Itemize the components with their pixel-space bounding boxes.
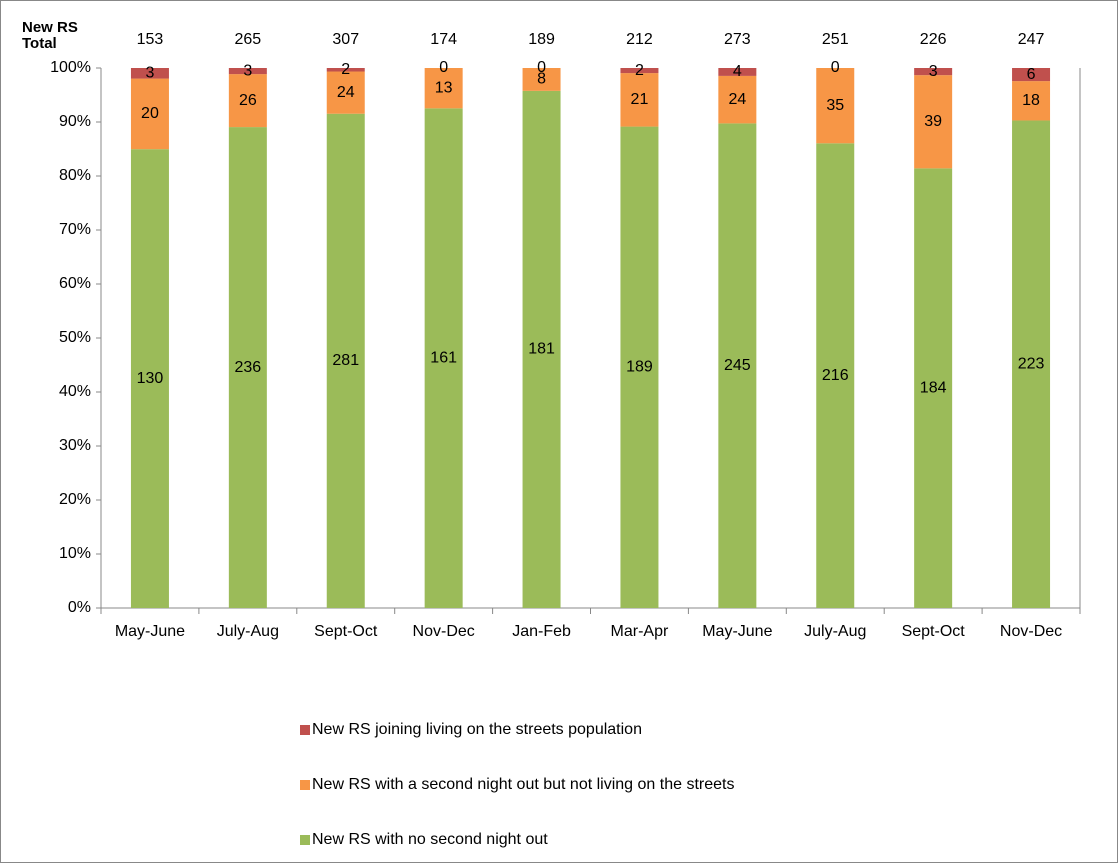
bar-segment xyxy=(1012,120,1051,608)
data-label: 18 xyxy=(1022,92,1040,109)
bar-segment xyxy=(718,68,757,76)
total-label: 273 xyxy=(724,31,751,48)
data-label: 3 xyxy=(929,63,938,80)
total-label: 307 xyxy=(332,31,359,48)
y-tick-label: 30% xyxy=(59,437,91,454)
x-tick-label: Nov-Dec xyxy=(413,623,475,640)
y-tick-label: 90% xyxy=(59,113,91,130)
bar-segment xyxy=(620,73,659,127)
y-tick-label: 50% xyxy=(59,329,91,346)
total-label: 247 xyxy=(1018,31,1045,48)
bar-segment xyxy=(914,75,953,169)
bar-segment xyxy=(522,68,561,91)
x-tick-label: Nov-Dec xyxy=(1000,623,1062,640)
data-label: 281 xyxy=(332,352,359,369)
bar-segment xyxy=(228,74,267,128)
data-label: 24 xyxy=(728,91,746,108)
y-tick-label: 100% xyxy=(50,59,91,76)
x-tick-label: Mar-Apr xyxy=(611,623,669,640)
data-label: 189 xyxy=(626,359,653,376)
data-label: 181 xyxy=(528,341,555,358)
bar-segment xyxy=(914,68,953,76)
total-label: 212 xyxy=(626,31,653,48)
total-label: 265 xyxy=(234,31,261,48)
data-label: 223 xyxy=(1018,355,1045,372)
x-tick-label: July-Aug xyxy=(804,623,866,640)
bar-segment xyxy=(326,113,365,608)
data-label: 216 xyxy=(822,367,849,384)
bar-segment xyxy=(1012,68,1051,82)
total-label: 226 xyxy=(920,31,947,48)
x-tick-label: Sept-Oct xyxy=(314,623,378,640)
data-label: 3 xyxy=(243,62,252,79)
bar-segment xyxy=(130,68,169,79)
legend-label: New RS joining living on the streets pop… xyxy=(312,721,642,738)
bar-segment xyxy=(718,123,757,608)
data-label: 26 xyxy=(239,92,257,109)
data-label: 184 xyxy=(920,379,947,396)
bar-segment xyxy=(1012,81,1051,121)
data-label: 4 xyxy=(733,63,742,80)
legend-label: New RS with a second night out but not l… xyxy=(312,776,734,793)
x-tick-label: Jan-Feb xyxy=(512,623,571,640)
bar-segment xyxy=(620,68,659,74)
bar-segment xyxy=(326,71,365,114)
data-label: 0 xyxy=(831,59,840,76)
legend-swatch xyxy=(300,725,310,735)
data-label: 130 xyxy=(137,370,164,387)
y-tick-label: 80% xyxy=(59,167,91,184)
x-tick-label: July-Aug xyxy=(217,623,279,640)
bar-segment xyxy=(816,143,855,608)
y-tick-label: 10% xyxy=(59,545,91,562)
totals-label: New RS Total xyxy=(22,19,78,52)
y-tick-label: 60% xyxy=(59,275,91,292)
data-label: 8 xyxy=(537,71,546,88)
data-label: 0 xyxy=(537,59,546,76)
total-label: 251 xyxy=(822,31,849,48)
bar-segment xyxy=(326,68,365,72)
data-label: 161 xyxy=(430,349,457,366)
y-tick-label: 40% xyxy=(59,383,91,400)
bar-segment xyxy=(620,126,659,609)
data-label: 2 xyxy=(341,61,350,78)
bar-segment xyxy=(130,149,169,609)
data-label: 20 xyxy=(141,105,159,122)
y-tick-label: 70% xyxy=(59,221,91,238)
data-label: 245 xyxy=(724,357,751,374)
legend-swatch xyxy=(300,835,310,845)
bar-segment xyxy=(424,108,463,609)
x-tick-label: May-June xyxy=(115,623,185,640)
data-label: 13 xyxy=(435,79,453,96)
data-label: 35 xyxy=(826,97,844,114)
bar-segment xyxy=(424,68,463,109)
bar-segment xyxy=(522,90,561,609)
data-label: 3 xyxy=(145,65,154,82)
data-label: 39 xyxy=(924,113,942,130)
data-label: 21 xyxy=(631,91,649,108)
data-label: 236 xyxy=(234,359,261,376)
data-label: 2 xyxy=(635,62,644,79)
legend-label: New RS with no second night out xyxy=(312,831,548,848)
bar-segment xyxy=(228,127,267,609)
data-label: 24 xyxy=(337,84,355,101)
bar-segment xyxy=(718,75,757,124)
bar-segment xyxy=(914,168,953,608)
legend-swatch xyxy=(300,780,310,790)
data-label: 6 xyxy=(1027,66,1036,83)
bar-segment xyxy=(816,68,855,144)
data-label: 0 xyxy=(439,59,448,76)
bar-segment xyxy=(130,78,169,150)
y-tick-label: 0% xyxy=(68,599,91,616)
x-tick-label: May-June xyxy=(702,623,772,640)
total-label: 174 xyxy=(430,31,457,48)
y-tick-label: 20% xyxy=(59,491,91,508)
x-tick-label: Sept-Oct xyxy=(902,623,966,640)
bar-segment xyxy=(228,68,267,75)
total-label: 189 xyxy=(528,31,555,48)
total-label: 153 xyxy=(137,31,164,48)
